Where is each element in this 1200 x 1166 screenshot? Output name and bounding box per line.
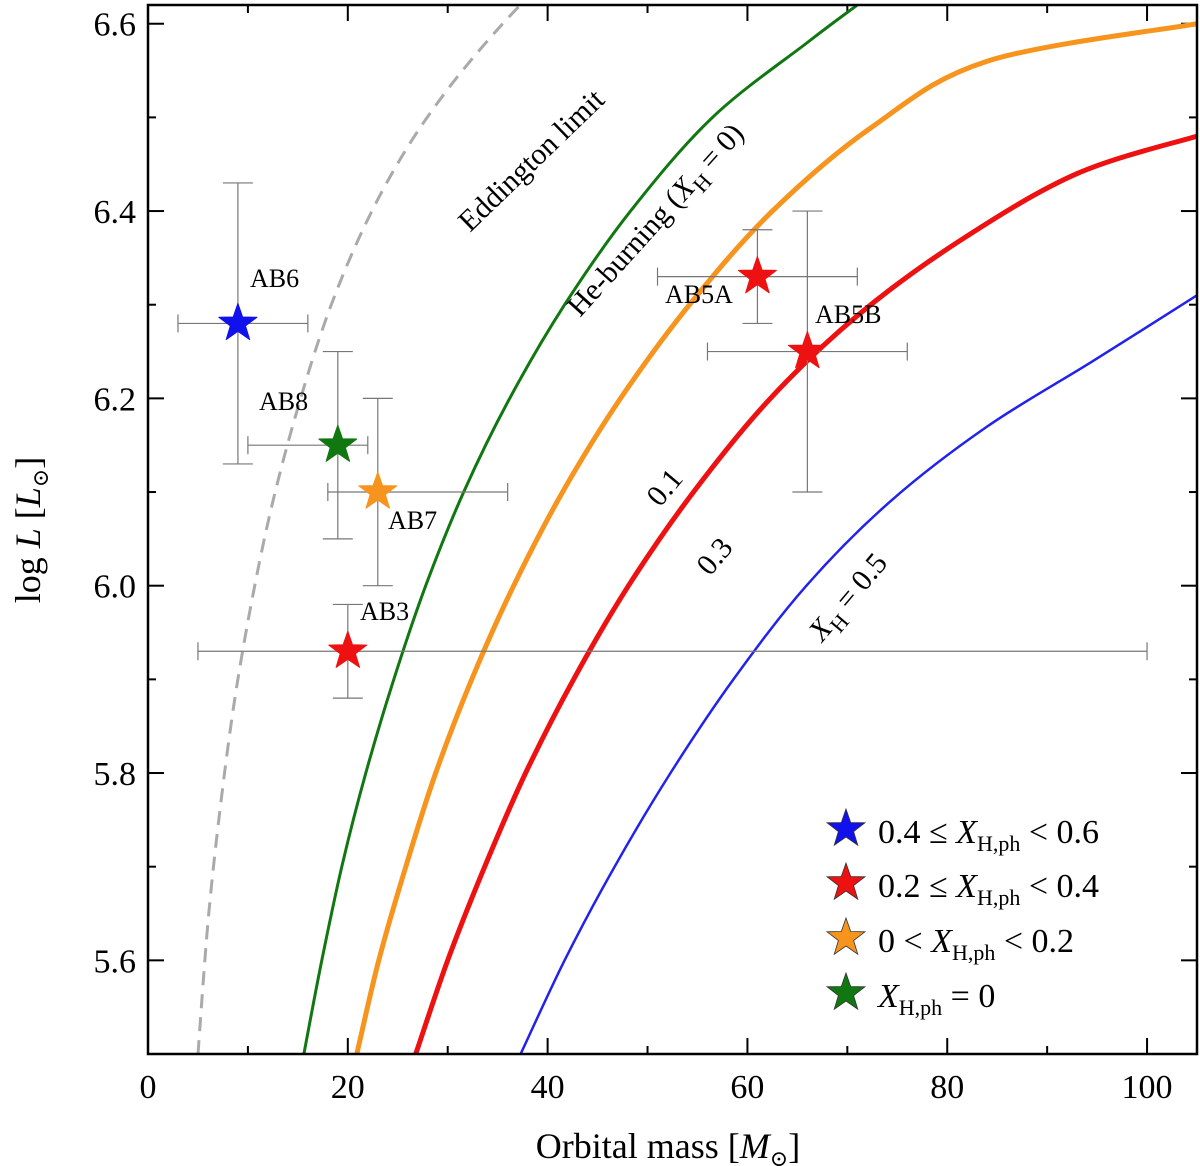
x-tick-label: 20 bbox=[331, 1069, 365, 1106]
star-label-ab5b: AB5B bbox=[815, 300, 881, 329]
x-tick-label: 100 bbox=[1122, 1069, 1173, 1106]
legend-star-icon bbox=[825, 807, 867, 847]
x-tick-label: 40 bbox=[531, 1069, 565, 1106]
stars-layer bbox=[218, 256, 827, 668]
star-ab5a bbox=[737, 256, 777, 294]
y-tick-label: 5.8 bbox=[94, 756, 137, 793]
star-label-ab3: AB3 bbox=[360, 597, 409, 626]
x-tick-label: 60 bbox=[730, 1069, 764, 1106]
curve-xh-0.3 bbox=[413, 133, 1197, 1054]
star-label-ab5a: AB5A bbox=[665, 280, 733, 309]
curves-layer bbox=[196, 5, 1197, 1054]
eddington-limit-label: Eddington limit bbox=[452, 82, 611, 238]
curve-xh-0.1 bbox=[354, 21, 1197, 1054]
star-ab8 bbox=[318, 424, 358, 462]
star-ab5b bbox=[787, 331, 827, 369]
legend-entry: XH,ph = 0 bbox=[825, 971, 995, 1020]
star-ab7 bbox=[358, 471, 398, 509]
legend: 0.4 ≤ XH,ph < 0.6 0.2 ≤ XH,ph < 0.4 0 < … bbox=[825, 807, 1099, 1020]
x-tick-label: 80 bbox=[930, 1069, 964, 1106]
legend-entry-label: 0.2 ≤ XH,ph < 0.4 bbox=[878, 868, 1099, 910]
legend-star-icon bbox=[825, 861, 867, 901]
xh-0.5-label: XH = 0.5 bbox=[801, 547, 898, 652]
legend-star-icon bbox=[825, 971, 867, 1011]
legend-entry-label: 0 < XH,ph < 0.2 bbox=[878, 923, 1074, 965]
y-tick-label: 5.6 bbox=[94, 943, 137, 980]
star-ab6 bbox=[218, 302, 258, 341]
legend-entry-label: XH,ph = 0 bbox=[876, 978, 995, 1020]
legend-entry: 0 < XH,ph < 0.2 bbox=[825, 916, 1074, 965]
star-ab3 bbox=[328, 630, 368, 668]
plot-frame bbox=[146, 3, 1199, 1056]
star-label-ab8: AB8 bbox=[259, 387, 308, 416]
curve-xh-0.5 bbox=[519, 294, 1197, 1054]
xh-0.3-label: 0.3 bbox=[690, 532, 739, 582]
y-tick-label: 6.0 bbox=[94, 569, 137, 606]
y-tick-label: 6.6 bbox=[94, 7, 137, 44]
y-axis-title: log L [L⊙] bbox=[8, 457, 53, 604]
x-tick-label: 0 bbox=[140, 1069, 157, 1106]
x-axis-title: Orbital mass [M⊙] bbox=[536, 1126, 800, 1166]
legend-entry: 0.2 ≤ XH,ph < 0.4 bbox=[825, 861, 1099, 910]
y-tick-label: 6.4 bbox=[94, 194, 137, 231]
y-tick-label: 6.2 bbox=[94, 381, 137, 418]
star-label-ab7: AB7 bbox=[388, 506, 437, 535]
legend-entry-label: 0.4 ≤ XH,ph < 0.6 bbox=[878, 814, 1099, 856]
curve-eddington-limit bbox=[196, 5, 523, 1054]
legend-star-icon bbox=[825, 916, 867, 956]
legend-entry: 0.4 ≤ XH,ph < 0.6 bbox=[825, 807, 1099, 856]
curve-he-burning-xh-0- bbox=[302, 5, 859, 1054]
star-label-ab6: AB6 bbox=[250, 264, 299, 293]
ticks-layer: 0 20 40 60 80 100 5.6 5.8 6.0 6.2 6.4 6.6 bbox=[94, 5, 1197, 1106]
